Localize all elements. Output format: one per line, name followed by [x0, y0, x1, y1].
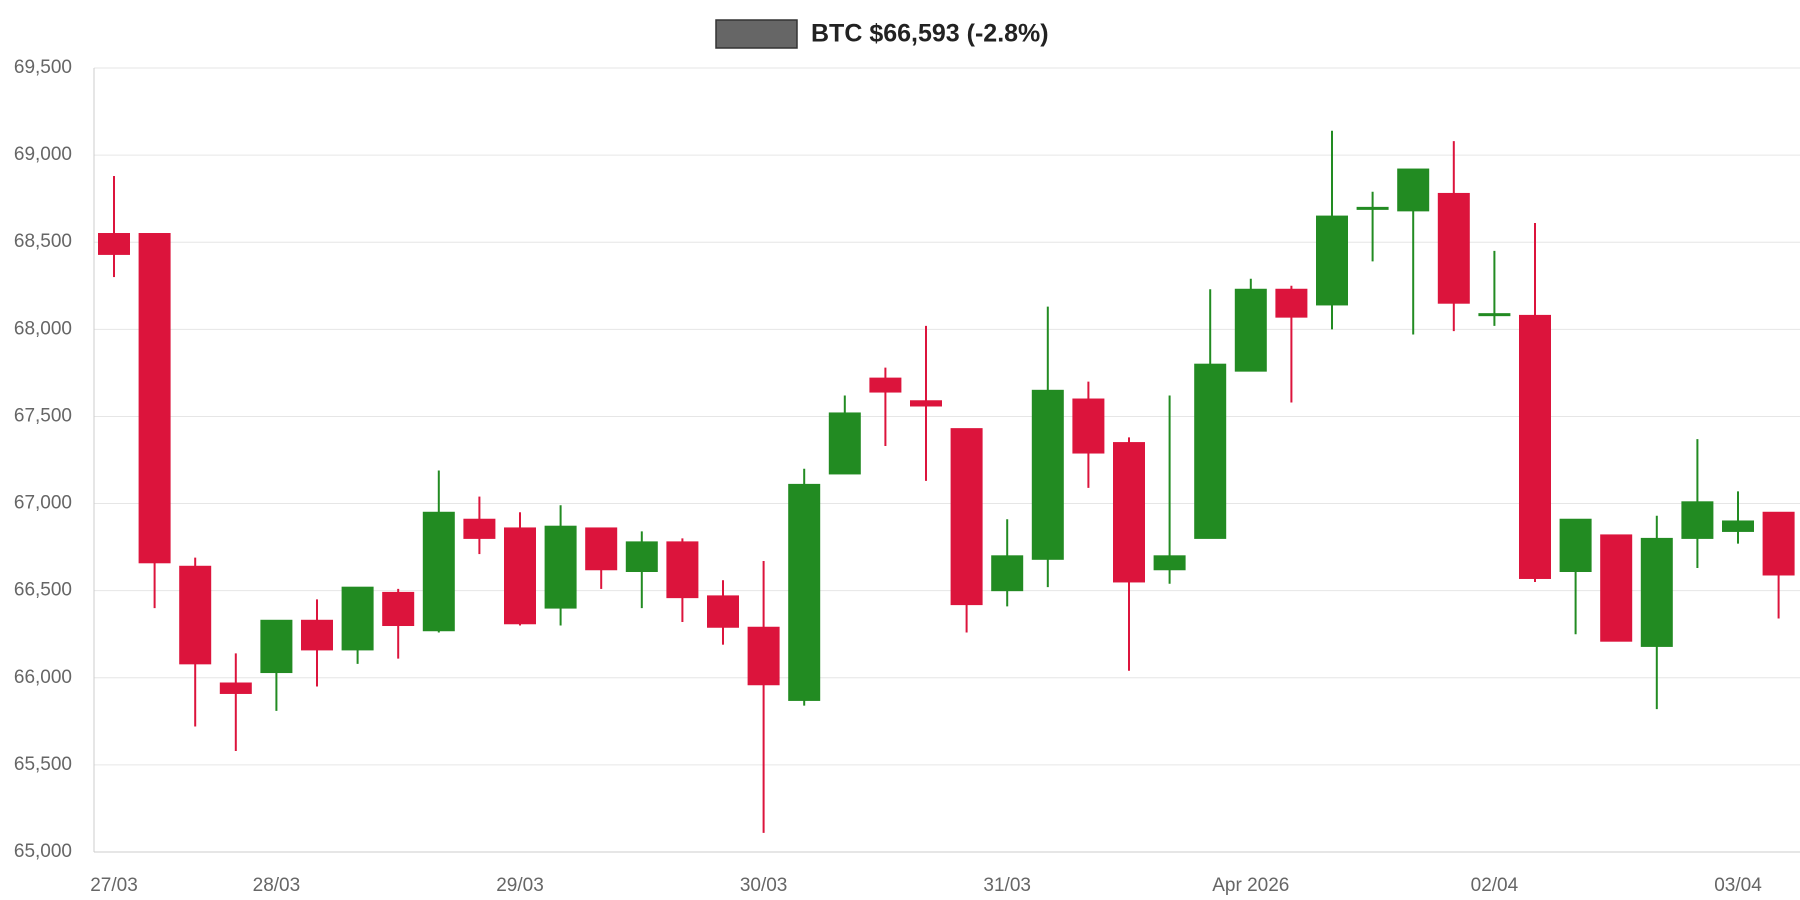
candle-body [1153, 555, 1186, 571]
y-tick-label: 66,000 [14, 667, 72, 688]
candle-body [869, 377, 902, 393]
candle-body [747, 626, 780, 686]
candle-body [1519, 314, 1551, 579]
candle-body [1356, 206, 1389, 210]
y-tick-label: 69,000 [14, 144, 72, 165]
candle-body [1031, 389, 1064, 560]
candle-body [1194, 363, 1227, 539]
candle-body [950, 428, 983, 606]
y-tick-label: 65,000 [14, 841, 72, 862]
y-tick-label: 67,500 [14, 405, 72, 426]
candle-body [422, 511, 455, 632]
x-tick-label: 02/04 [1471, 875, 1519, 896]
candle-body [585, 527, 618, 571]
y-tick-label: 68,500 [14, 231, 72, 252]
candle-body [625, 541, 658, 573]
candle-body [138, 233, 171, 564]
candle-body [1234, 288, 1267, 372]
candle-body [98, 233, 130, 255]
candle-body [1600, 534, 1633, 642]
candle-body [1559, 518, 1592, 573]
x-tick-label: 30/03 [740, 875, 788, 896]
candle-body [666, 541, 699, 599]
candle-body [1397, 168, 1430, 212]
x-tick-label: 29/03 [496, 875, 544, 896]
candle-body [1275, 288, 1308, 318]
candle-body [1478, 313, 1511, 317]
chart-title[interactable]: BTC $66,593 (-2.8%) [811, 20, 1049, 48]
x-tick-label: 31/03 [983, 875, 1031, 896]
candle-body [1316, 215, 1348, 306]
legend-swatch[interactable] [715, 19, 798, 49]
y-tick-label: 68,000 [14, 318, 72, 339]
y-tick-label: 67,000 [14, 493, 72, 514]
candle-body [707, 595, 739, 628]
y-tick-label: 65,500 [14, 754, 72, 775]
candle-body [463, 518, 496, 539]
candle-body [179, 565, 212, 665]
x-tick-label: 27/03 [90, 875, 138, 896]
candle-body [910, 400, 942, 407]
x-tick-label: Apr 2026 [1212, 875, 1289, 896]
candle-body [382, 591, 415, 627]
candle-body [301, 619, 333, 651]
candle-body [1640, 537, 1673, 647]
y-tick-label: 69,500 [14, 57, 72, 78]
candle-body [219, 682, 252, 694]
candle-body [1762, 511, 1795, 576]
candle-body [991, 555, 1024, 592]
candle-body [504, 527, 536, 625]
candle-body [341, 586, 374, 651]
candle-body [1113, 442, 1145, 583]
candle-body [544, 525, 577, 609]
y-tick-label: 66,500 [14, 580, 72, 601]
x-tick-label: 03/04 [1714, 875, 1762, 896]
x-tick-label: 28/03 [253, 875, 301, 896]
candle-body [1681, 501, 1714, 539]
candle-body [788, 483, 821, 701]
candle-body [1722, 520, 1754, 532]
candle-body [828, 412, 861, 475]
candle-body [260, 619, 293, 674]
candle-body [1437, 192, 1470, 304]
candle-body [1072, 398, 1105, 454]
